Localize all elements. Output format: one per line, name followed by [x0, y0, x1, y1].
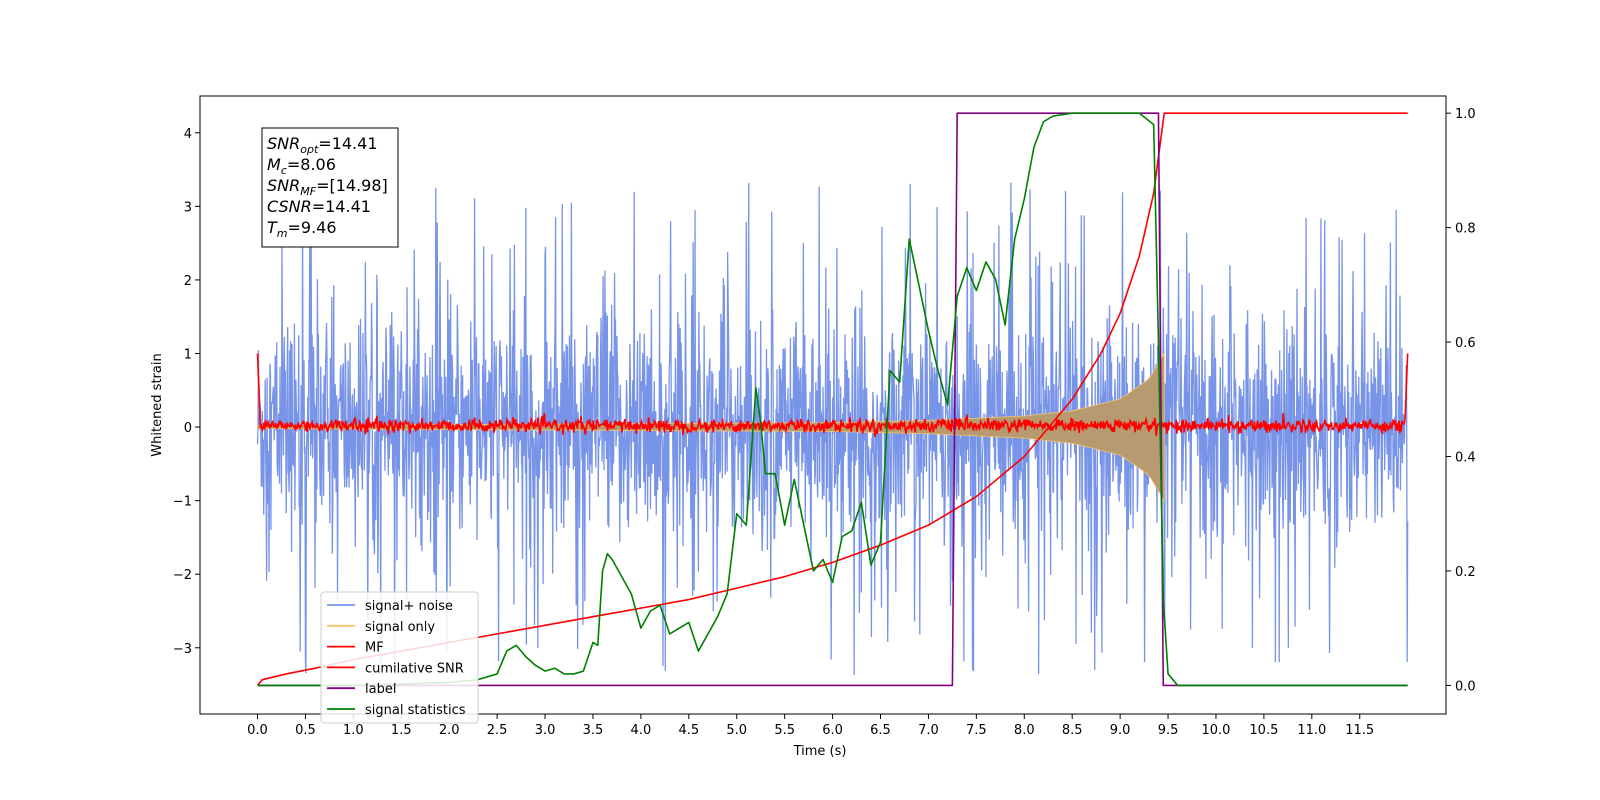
x-tick-label: 3.5 — [583, 723, 604, 738]
y-left-tick-label: 1 — [184, 348, 192, 363]
stats-line: CSNR=14.41 — [267, 197, 371, 216]
series-signal-noise-line — [256, 182, 1409, 675]
y-left-tick-label: 4 — [184, 127, 192, 142]
x-tick-label: 5.0 — [726, 723, 747, 738]
x-tick-label: 7.0 — [918, 723, 939, 738]
y-left-tick-label: −2 — [173, 568, 192, 583]
y-right-axis-ticks: 0.0 0.2 0.4 0.6 0.8 1.0 — [1446, 107, 1476, 694]
x-tick-label: 8.0 — [1014, 723, 1035, 738]
legend-label: signal+ noise — [365, 599, 453, 614]
y-right-tick-label: 0.8 — [1455, 222, 1476, 237]
x-tick-label: 0.0 — [247, 723, 268, 738]
y-left-tick-label: 2 — [184, 274, 192, 289]
x-tick-label: 3.0 — [535, 723, 556, 738]
series-signal-statistics-line — [257, 112, 1408, 687]
legend-frame — [320, 591, 479, 724]
y-axis-label: Whitened strain — [150, 353, 165, 456]
y-right-tick-label: 0.0 — [1455, 679, 1476, 694]
stats-line: SNRMF=[14.98] — [267, 176, 388, 198]
x-tick-label: 0.5 — [295, 723, 316, 738]
stats-line: SNRopt=14.41 — [267, 134, 378, 156]
x-tick-label: 11.5 — [1345, 723, 1374, 738]
stats-box-frame — [261, 127, 399, 248]
legend: signal+ noise signal only MF cumilative SNR… — [320, 591, 479, 724]
x-tick-label: 1.0 — [343, 723, 364, 738]
x-tick-label: 1.5 — [391, 723, 412, 738]
y-right-tick-label: 1.0 — [1455, 107, 1476, 122]
legend-label: signal statistics — [365, 703, 466, 718]
x-tick-label: 4.0 — [631, 723, 652, 738]
series-mf-line — [256, 353, 1409, 437]
x-tick-label: 10.5 — [1249, 723, 1278, 738]
plot-frame — [199, 95, 1447, 715]
legend-label: label — [365, 682, 396, 697]
x-tick-label: 6.0 — [822, 723, 843, 738]
stats-annotation-box: SNRopt=14.41Mc=8.06SNRMF=[14.98]CSNR=14.… — [261, 127, 399, 248]
y-right-tick-label: 0.4 — [1455, 451, 1476, 466]
y-right-tick-label: 0.6 — [1455, 336, 1476, 351]
x-tick-label: 10.0 — [1201, 723, 1230, 738]
x-tick-label: 6.5 — [870, 723, 891, 738]
y-right-tick-label: 0.2 — [1455, 565, 1476, 580]
legend-label: signal only — [365, 620, 435, 635]
x-tick-label: 2.5 — [487, 723, 508, 738]
y-left-tick-label: 0 — [184, 421, 192, 436]
y-left-axis-ticks: −3 −2 −1 0 1 2 3 4 — [173, 127, 200, 657]
y-left-tick-label: 3 — [184, 200, 192, 215]
legend-label: MF — [365, 641, 384, 656]
legend-label: cumilative SNR — [365, 661, 464, 676]
y-left-tick-label: −1 — [173, 495, 192, 510]
stats-line: Mc=8.06 — [267, 155, 336, 177]
x-tick-label: 2.0 — [439, 723, 460, 738]
x-tick-label: 9.0 — [1110, 723, 1131, 738]
y-left-tick-label: −3 — [173, 642, 192, 657]
x-tick-label: 8.5 — [1062, 723, 1083, 738]
x-axis-ticks: 0.0 0.5 1.0 1.5 2.0 2.5 3.0 3.5 4.0 4.5 5.0 5.5 6.0 6… — [247, 714, 1374, 738]
x-axis-label: Time (s) — [793, 744, 847, 759]
stats-line: Tm=9.46 — [267, 218, 337, 240]
x-tick-label: 11.0 — [1297, 723, 1326, 738]
x-tick-label: 4.5 — [678, 723, 699, 738]
x-tick-label: 5.5 — [774, 723, 795, 738]
x-tick-label: 9.5 — [1158, 723, 1179, 738]
x-tick-label: 7.5 — [966, 723, 987, 738]
